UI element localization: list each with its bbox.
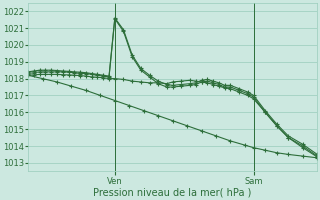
X-axis label: Pression niveau de la mer( hPa ): Pression niveau de la mer( hPa ) [93, 187, 252, 197]
